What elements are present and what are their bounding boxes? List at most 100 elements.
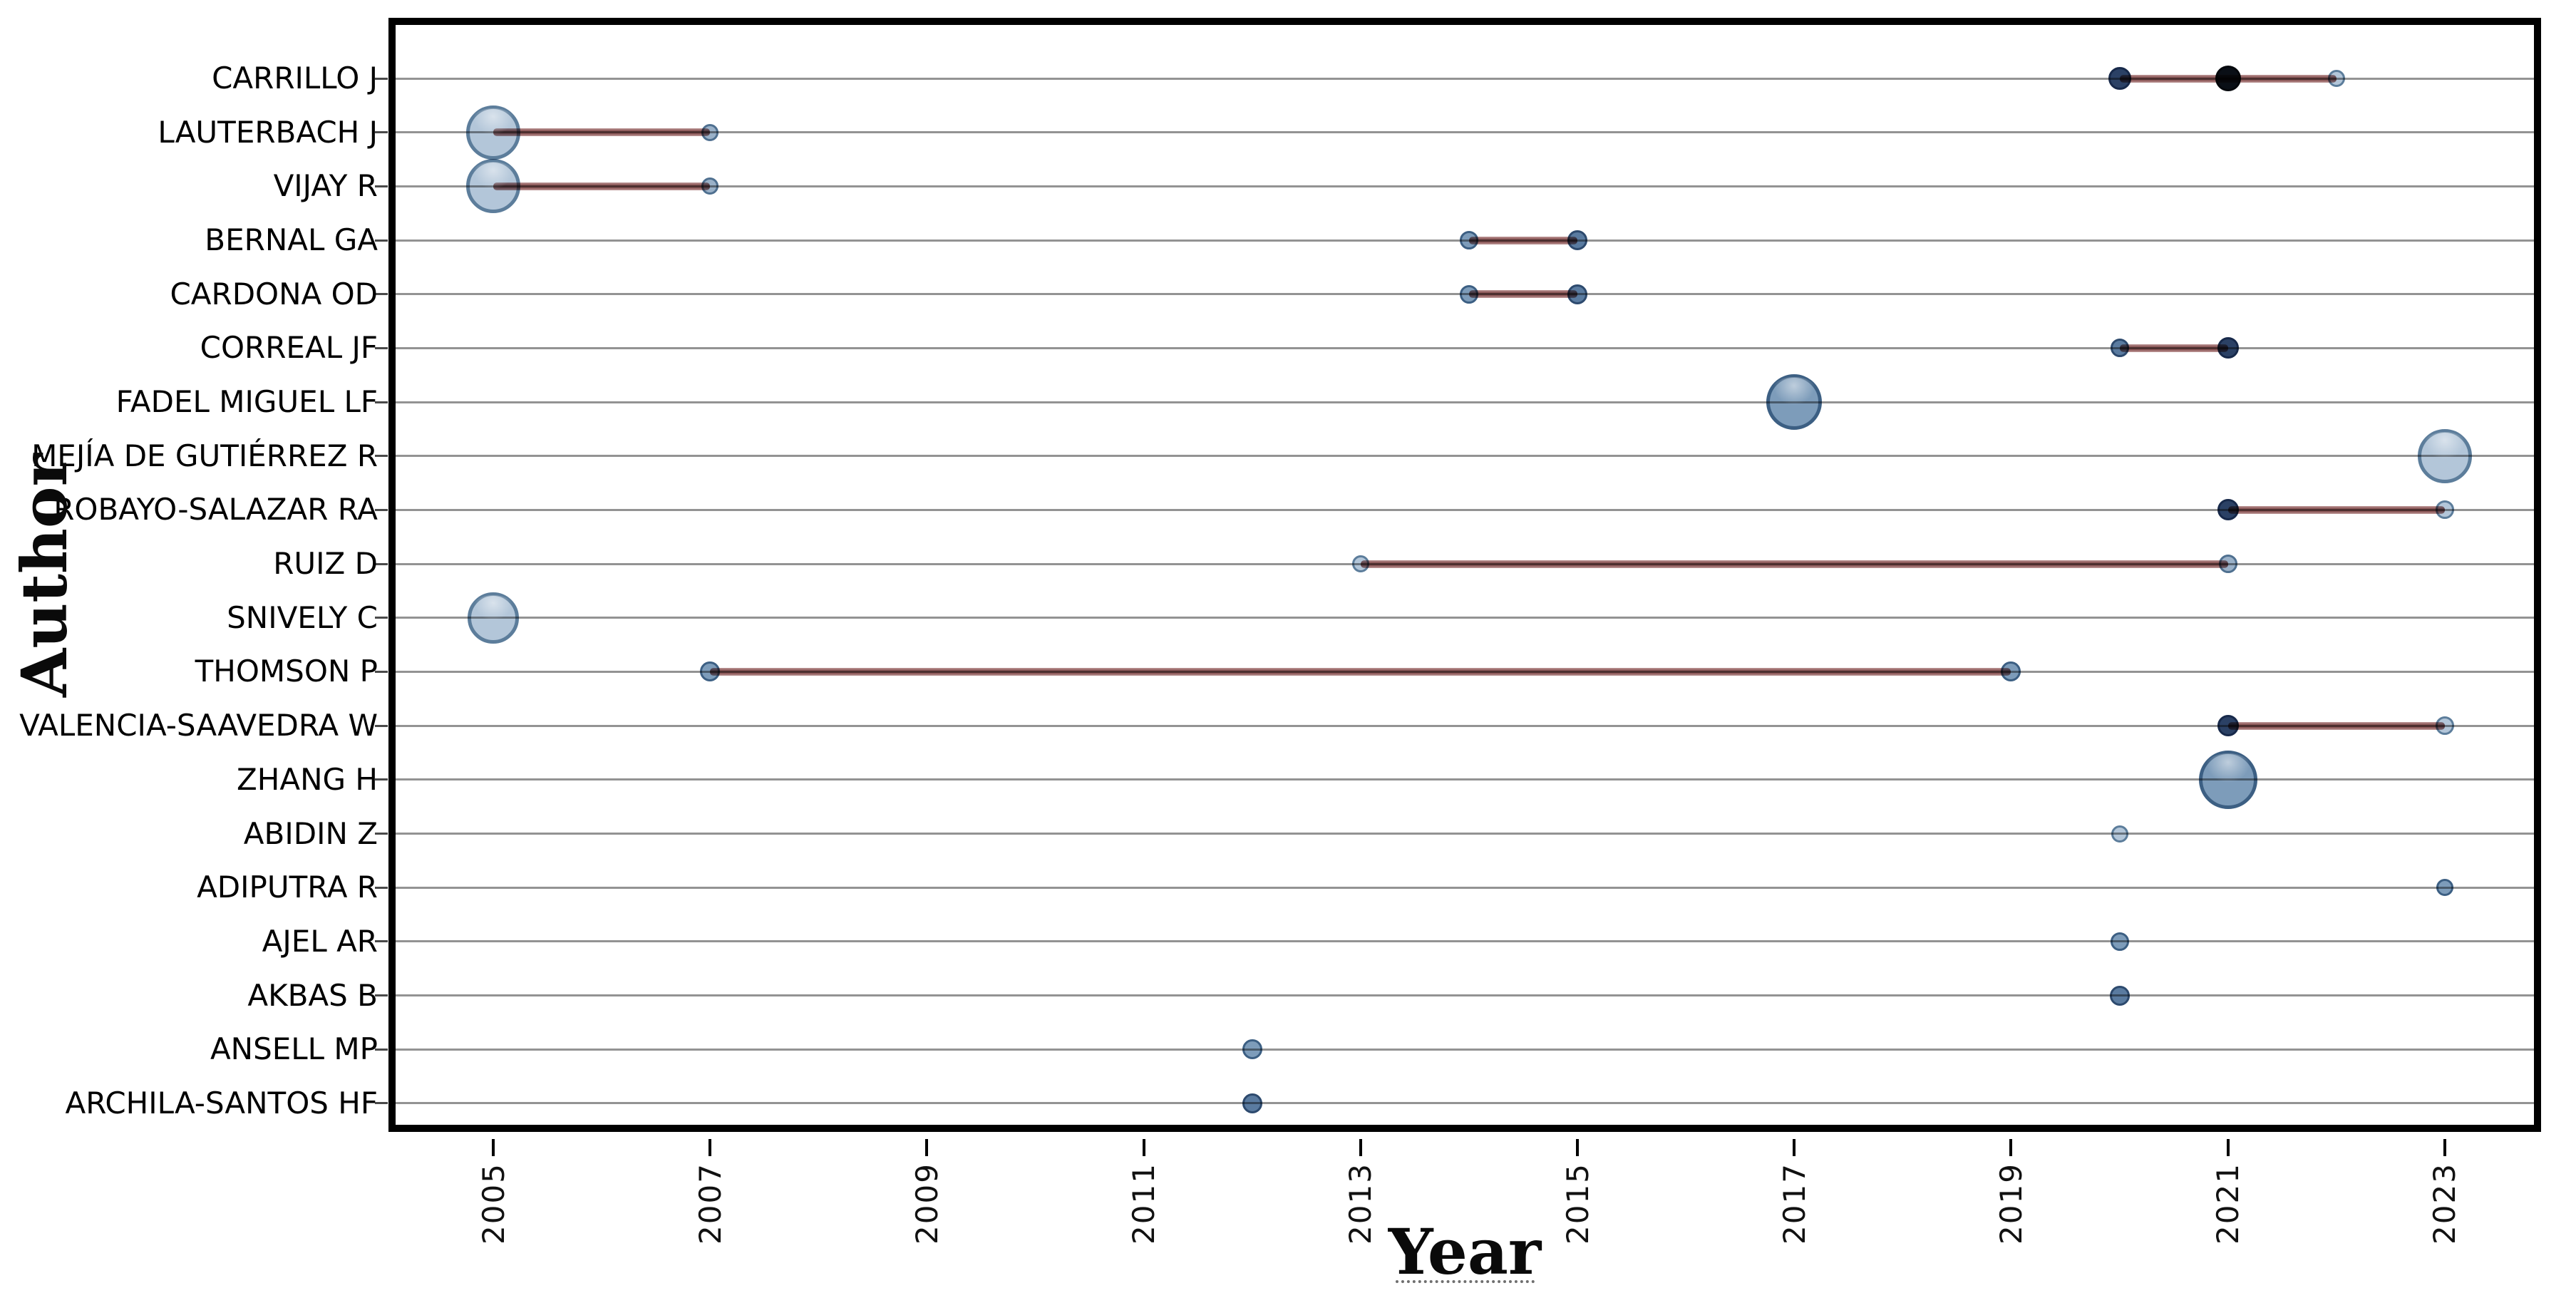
row-gridline bbox=[396, 833, 2534, 835]
author-label: ARCHILA-SANTOS HF bbox=[65, 1085, 378, 1121]
x-axis-tick-label-text: 2013 bbox=[1343, 1162, 1379, 1245]
publication-bubble bbox=[2110, 339, 2129, 358]
x-axis-tick-label-text: 2007 bbox=[692, 1162, 728, 1245]
y-axis-title: Author bbox=[7, 453, 81, 697]
x-axis-tick-label-text: 2011 bbox=[1126, 1162, 1162, 1245]
publication-bubble bbox=[2435, 716, 2454, 736]
x-axis-tick bbox=[1576, 1139, 1579, 1156]
publication-bubble bbox=[2110, 932, 2129, 951]
y-axis-tick bbox=[375, 994, 388, 997]
row-gridline bbox=[396, 617, 2534, 619]
y-axis-tick bbox=[375, 670, 388, 673]
y-axis-tick bbox=[375, 940, 388, 943]
x-axis-tick bbox=[925, 1139, 929, 1156]
bubble-highlight bbox=[2421, 431, 2468, 462]
x-axis-title-underline bbox=[1396, 1280, 1535, 1283]
author-label: ADIPUTRA R bbox=[197, 870, 378, 905]
x-axis-tick-label: 2007 bbox=[653, 1150, 767, 1257]
bubble-highlight bbox=[470, 108, 516, 138]
production-timeline-line bbox=[1360, 560, 2228, 568]
y-axis-tick bbox=[375, 293, 388, 296]
author-label: CARDONA OD bbox=[170, 276, 378, 311]
row-gridline bbox=[396, 131, 2534, 134]
author-label: LAUTERBACH J bbox=[158, 114, 378, 150]
publication-bubble bbox=[2217, 499, 2239, 521]
x-axis-tick-label: 2023 bbox=[2388, 1150, 2502, 1257]
x-axis-tick-label: 2021 bbox=[2171, 1150, 2285, 1257]
x-axis-tick-label: 2019 bbox=[1954, 1150, 2068, 1257]
x-axis-tick-label: 2009 bbox=[870, 1150, 984, 1257]
publication-bubble bbox=[2001, 661, 2021, 682]
y-axis-tick bbox=[375, 77, 388, 80]
publication-bubble bbox=[2111, 825, 2128, 843]
production-timeline-line bbox=[1468, 236, 1577, 244]
author-label: SNIVELY C bbox=[227, 599, 378, 635]
x-axis-tick-label: 2017 bbox=[1737, 1150, 1851, 1257]
x-axis-tick-label-text: 2017 bbox=[1776, 1162, 1812, 1245]
publication-bubble bbox=[2436, 879, 2453, 897]
y-axis-tick bbox=[375, 455, 388, 458]
x-axis-tick bbox=[2009, 1139, 2013, 1156]
x-axis-tick-label-text: 2021 bbox=[2210, 1162, 2246, 1245]
production-timeline-line bbox=[2227, 505, 2445, 514]
author-label: ROBAYO-SALAZAR RA bbox=[53, 492, 378, 527]
production-timeline-line bbox=[493, 182, 711, 190]
author-label: MEJÍA DE GUTIÉRREZ R bbox=[31, 438, 378, 473]
x-axis-tick bbox=[709, 1139, 712, 1156]
row-gridline bbox=[396, 346, 2534, 349]
y-axis-tick bbox=[375, 131, 388, 134]
y-axis-tick bbox=[375, 778, 388, 781]
publication-bubble bbox=[701, 177, 719, 195]
y-axis-tick bbox=[375, 617, 388, 619]
y-axis-tick bbox=[375, 346, 388, 349]
author-label: CARRILLO J bbox=[212, 61, 378, 96]
author-label: AJEL AR bbox=[262, 923, 378, 959]
x-axis-tick bbox=[1142, 1139, 1145, 1156]
row-gridline bbox=[396, 940, 2534, 943]
x-axis-tick-label: 2011 bbox=[1087, 1150, 1201, 1257]
author-label: BERNAL GA bbox=[205, 222, 378, 258]
y-axis-tick bbox=[375, 833, 388, 835]
publication-bubble bbox=[1459, 284, 1478, 304]
author-label: THOMSON P bbox=[195, 654, 378, 689]
y-axis-tick bbox=[375, 886, 388, 889]
y-axis-tick bbox=[375, 185, 388, 187]
row-gridline bbox=[396, 724, 2534, 727]
x-axis-tick bbox=[1359, 1139, 1362, 1156]
publication-bubble bbox=[1351, 555, 1369, 573]
row-gridline bbox=[396, 778, 2534, 781]
y-axis-tick bbox=[375, 1102, 388, 1105]
x-axis-tick-label-text: 2009 bbox=[909, 1162, 944, 1245]
y-axis-tick bbox=[375, 1048, 388, 1051]
publication-bubble bbox=[2109, 985, 2130, 1006]
bubble-highlight bbox=[1771, 377, 1818, 408]
x-axis-tick bbox=[2226, 1139, 2230, 1156]
plot-area-border bbox=[388, 18, 2541, 1132]
production-timeline-line bbox=[2119, 344, 2228, 352]
author-label: ANSELL MP bbox=[210, 1031, 378, 1067]
row-gridline bbox=[396, 508, 2534, 511]
y-axis-tick bbox=[375, 239, 388, 242]
row-gridline bbox=[396, 1048, 2534, 1051]
y-axis-tick bbox=[375, 508, 388, 511]
production-timeline-line bbox=[2227, 721, 2445, 730]
row-gridline bbox=[396, 1102, 2534, 1105]
x-axis-tick bbox=[1793, 1139, 1796, 1156]
x-axis-title: Year bbox=[1388, 1215, 1542, 1289]
publication-bubble bbox=[1242, 1039, 1262, 1060]
production-timeline-line bbox=[1468, 290, 1577, 299]
publication-bubble bbox=[2435, 500, 2454, 520]
author-label: RUIZ D bbox=[273, 546, 378, 582]
publication-bubble bbox=[2215, 66, 2241, 91]
author-label: VALENCIA-SAAVEDRA W bbox=[19, 708, 378, 743]
author-label: FADEL MIGUEL LF bbox=[115, 384, 378, 420]
author-label: ABIDIN Z bbox=[243, 815, 378, 851]
author-label: AKBAS B bbox=[247, 977, 378, 1013]
author-label: ZHANG H bbox=[237, 761, 378, 797]
publication-bubble bbox=[2217, 715, 2239, 737]
publication-bubble bbox=[1567, 284, 1587, 304]
publication-bubble bbox=[2108, 67, 2131, 90]
publication-bubble bbox=[1567, 230, 1587, 251]
x-axis-tick-label-text: 2015 bbox=[1560, 1162, 1595, 1245]
